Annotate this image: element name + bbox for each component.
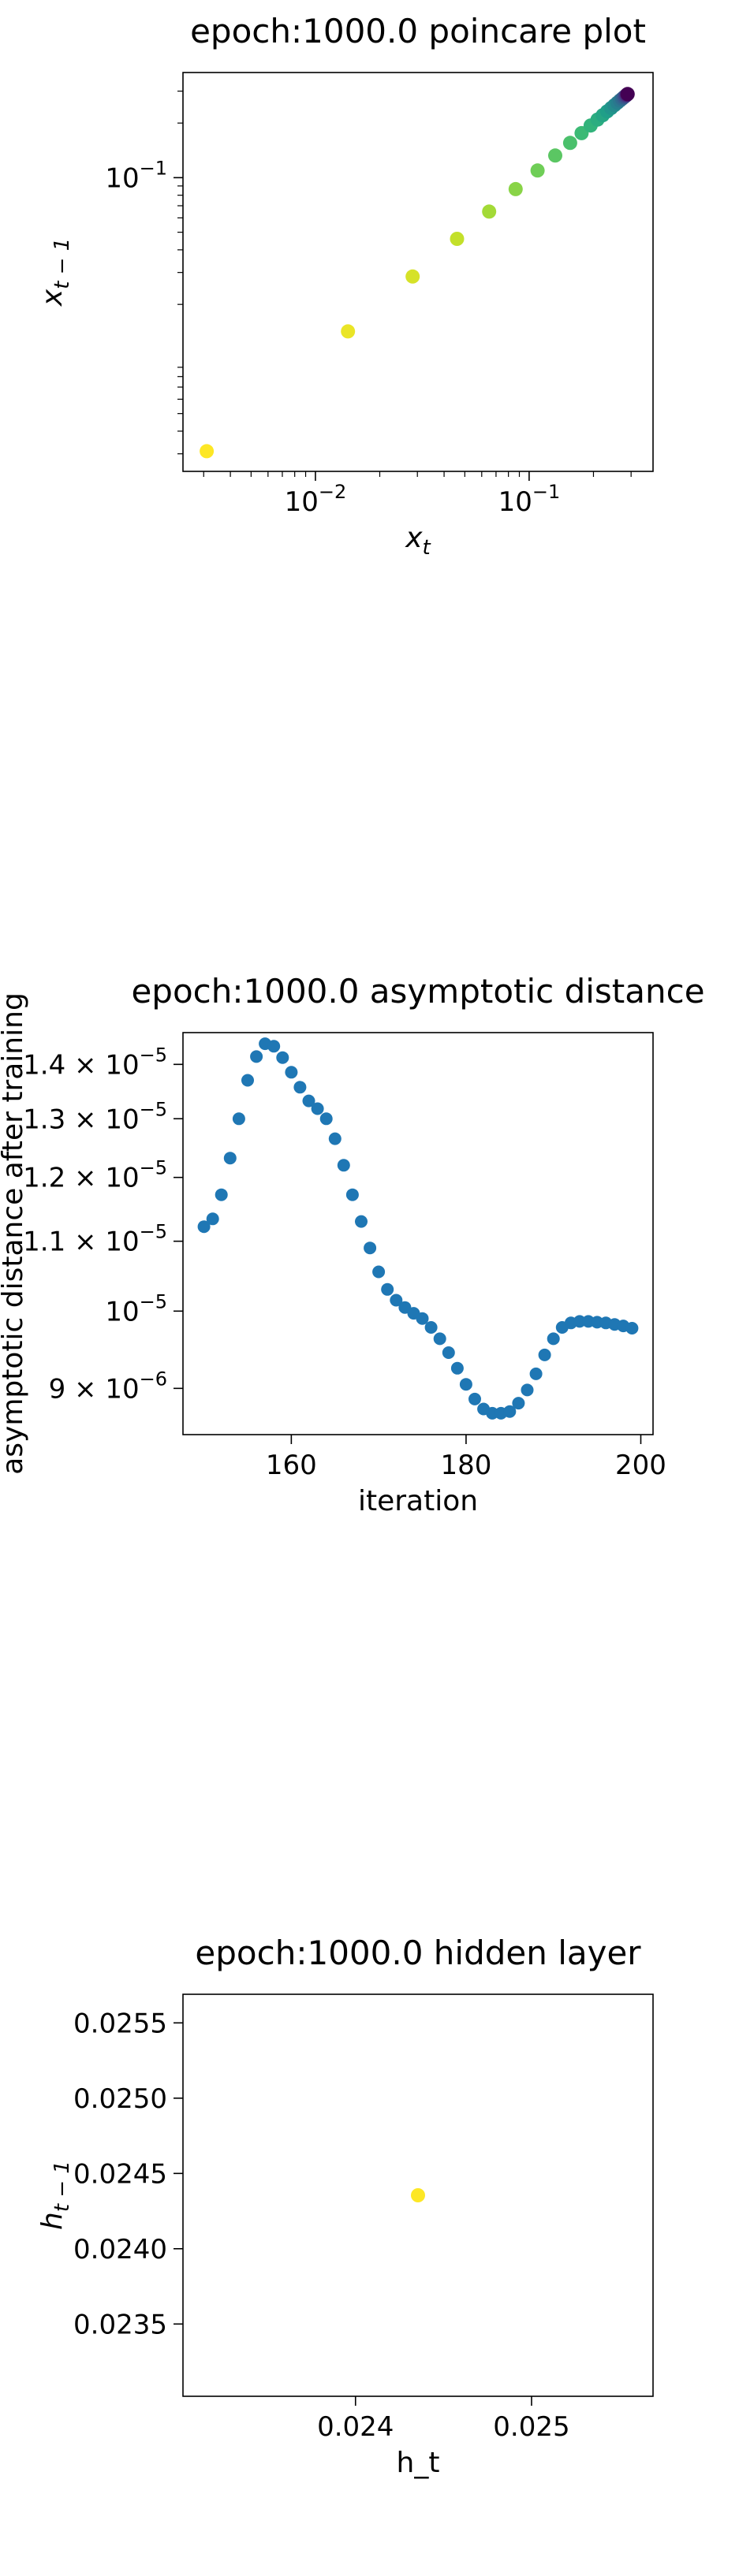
data-point [468,1392,481,1405]
y-tick-label: 0.0250 [73,2083,167,2115]
data-point [521,1383,534,1397]
chart-2: epoch:1000.0 asymptotic distance 160 180 20… [0,972,705,1517]
data-point [508,181,523,196]
data-point [486,1406,499,1420]
chart-title: epoch:1000.0 asymptotic distance [131,972,704,1011]
data-point [503,1405,517,1418]
data-point [620,87,635,102]
x-axis-label: iteration [358,1485,478,1517]
chart-title: epoch:1000.0 poincare plot [190,12,646,50]
data-points [197,1037,639,1420]
y-tick-label: 0.0255 [73,2008,167,2039]
y-tick-label: 0.0240 [73,2234,167,2265]
plot-frame [182,1993,654,2397]
data-point [319,1112,333,1126]
data-point [547,1332,560,1346]
x-axis-label: h_t [397,2447,440,2479]
data-point [530,163,545,178]
y-tick-label: 9 × 10−6 [49,1368,167,1405]
data-point [364,1241,377,1255]
data-point [390,1294,403,1307]
y-tick-label: 10−5 [105,1290,167,1327]
data-points [200,87,635,459]
y-tick-label: 1.2 × 10−5 [23,1157,167,1194]
plot-frame [182,72,654,472]
data-point [459,1378,472,1391]
data-point [341,324,356,339]
data-point [223,1152,237,1165]
y-tick-label: 10−1 [105,157,167,194]
data-point [405,269,420,284]
chart-1: epoch:1000.0 poincare plot 10−2 10−1 10−1 xt… [36,12,654,560]
data-point [285,1066,298,1079]
data-point [548,148,562,163]
data-point [411,2188,425,2202]
data-point [433,1332,446,1346]
chart-title: epoch:1000.0 hidden layer [195,1934,641,1972]
data-point [215,1188,228,1201]
x-tick-label: 180 [440,1450,491,1481]
y-axis-label: xt − 1 [36,238,74,307]
data-point [311,1102,324,1115]
x-tick-label: 200 [615,1450,666,1481]
data-point [381,1282,394,1296]
x-tick-label: 10−1 [498,481,561,518]
data-point [232,1112,245,1126]
x-tick-label: 10−2 [285,481,347,518]
y-tick-label: 1.4 × 10−5 [23,1044,167,1081]
y-axis-label: asymptotic distance after training [0,992,29,1475]
data-point [250,1050,263,1063]
data-point [267,1040,281,1053]
data-point [345,1188,359,1201]
data-point [424,1321,438,1334]
data-point [206,1212,219,1226]
x-tick-label: 0.024 [317,2411,394,2443]
plot-frame [182,1032,654,1435]
y-tick-label: 1.3 × 10−5 [23,1098,167,1135]
data-points [411,2188,425,2202]
data-point [197,1220,211,1234]
y-axis-label: ht − 1 [36,2161,74,2230]
data-point [450,1361,464,1375]
data-point [416,1312,429,1325]
data-point [442,1346,455,1359]
x-tick-label: 160 [266,1450,317,1481]
y-tick-label: 0.0245 [73,2158,167,2190]
data-point [450,232,465,246]
data-point [302,1094,315,1107]
data-point [337,1159,350,1172]
y-tick-label: 1.1 × 10−5 [23,1221,167,1258]
x-tick-label: 0.025 [493,2411,569,2443]
data-point [562,136,577,151]
data-point [355,1215,368,1228]
data-point [293,1081,307,1094]
x-axis-label: xt [405,522,431,560]
data-point [625,1322,639,1335]
chart-3: epoch:1000.0 hidden layer 0.024 0.025 0.023… [36,1934,654,2479]
y-tick-label: 0.0235 [73,2309,167,2340]
data-point [276,1051,289,1064]
data-point [512,1397,525,1410]
data-point [538,1348,551,1361]
data-point [573,1315,586,1328]
data-point [372,1265,386,1279]
data-point [200,444,215,459]
data-point [482,204,497,219]
data-point [241,1074,254,1087]
data-point [529,1367,543,1380]
data-point [328,1132,342,1145]
